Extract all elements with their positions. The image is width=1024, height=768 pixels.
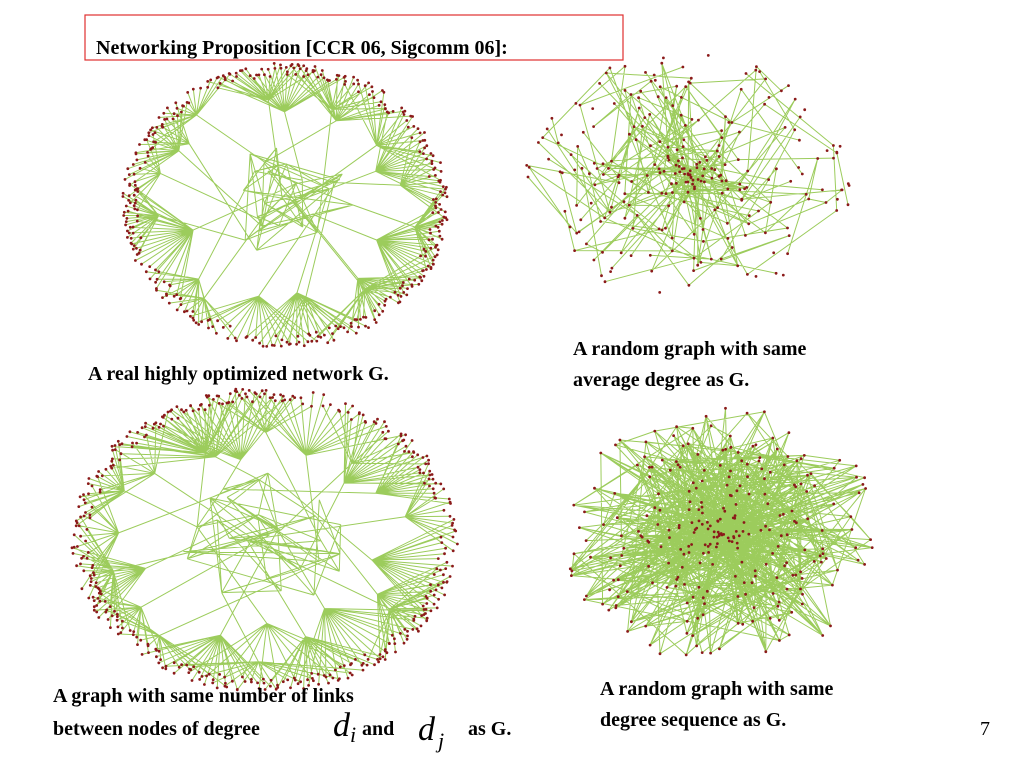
math-sub: j xyxy=(435,728,444,753)
caption-average: A random graph with same xyxy=(573,338,806,360)
graphs xyxy=(70,54,874,692)
graph-edges xyxy=(526,63,849,286)
math-sub: i xyxy=(350,722,356,747)
graph-nodes xyxy=(525,54,851,294)
page-number: 7 xyxy=(980,718,990,740)
caption-links: between nodes of degree xyxy=(53,718,260,740)
title: Networking Proposition [CCR 06, Sigcomm … xyxy=(96,37,508,59)
graph-edges xyxy=(122,63,448,347)
graph-edges xyxy=(71,388,458,691)
graph-edges xyxy=(569,408,873,656)
caption-links: and xyxy=(362,718,394,740)
caption-sequence: degree sequence as G. xyxy=(600,709,786,731)
math-d: d xyxy=(418,711,436,748)
caption-sequence: A random graph with same xyxy=(600,678,833,700)
caption-links: A graph with same number of links xyxy=(53,685,354,707)
caption-real: A real highly optimized network G. xyxy=(88,363,389,385)
caption-average: average degree as G. xyxy=(573,369,749,391)
title-box xyxy=(84,14,624,61)
caption-links: as G. xyxy=(468,718,511,740)
math-d: d xyxy=(333,707,351,744)
